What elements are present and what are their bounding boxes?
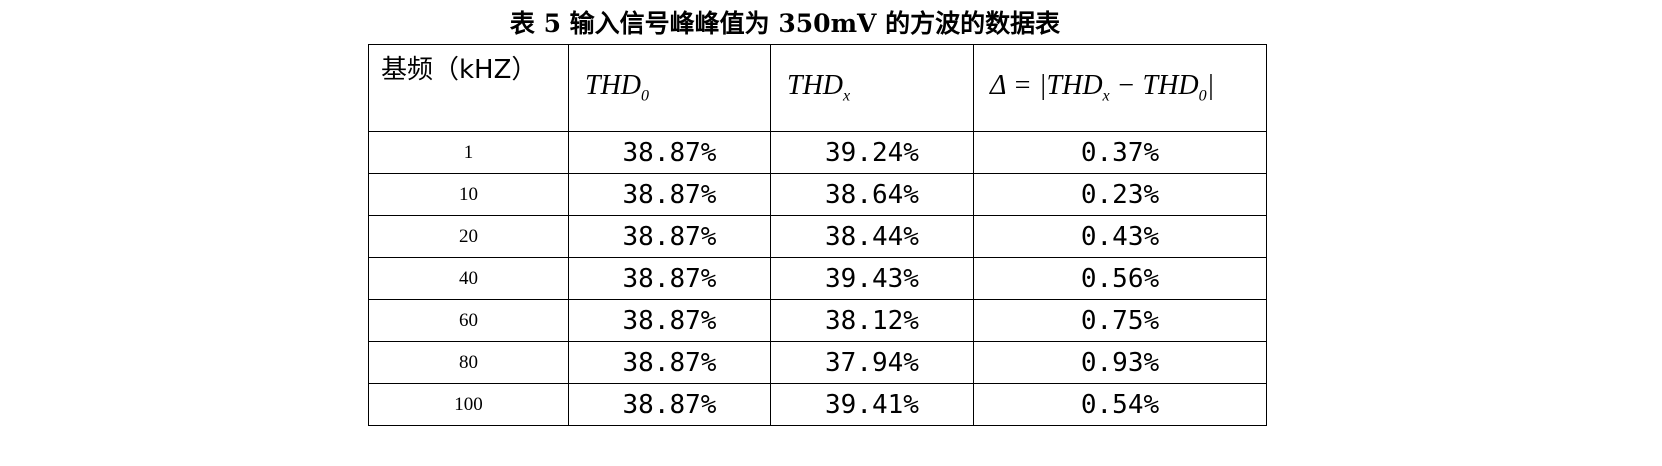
table-cell: 38.44% bbox=[770, 215, 974, 258]
table-cell: 38.87% bbox=[568, 383, 771, 426]
subscript: 0 bbox=[641, 87, 650, 105]
table-row: 1 38.87% 39.24% 0.37% bbox=[368, 131, 1267, 174]
table-cell: 0.43% bbox=[973, 215, 1267, 258]
subscript: 0 bbox=[1198, 87, 1207, 105]
table-title: 表 5 输入信号峰峰值为 350mV 的方波的数据表 bbox=[509, 9, 1061, 38]
header-text: Δ = |THD bbox=[990, 70, 1103, 102]
table-row: 60 38.87% 38.12% 0.75% bbox=[368, 299, 1267, 342]
table-cell: 0.75% bbox=[973, 299, 1267, 342]
data-table: 基频（kHZ） THD0 THDx Δ = |THDx − THD0| 1 38.87%… bbox=[368, 44, 1267, 426]
table-row: 40 38.87% 39.43% 0.56% bbox=[368, 257, 1267, 300]
table-cell: 38.87% bbox=[568, 131, 771, 174]
table-cell: 20 bbox=[368, 215, 569, 258]
subscript: x bbox=[843, 87, 851, 105]
table-cell: 38.87% bbox=[568, 173, 771, 216]
table-cell: 39.41% bbox=[770, 383, 974, 426]
table-row: 20 38.87% 38.44% 0.43% bbox=[368, 215, 1267, 258]
table-cell: 37.94% bbox=[770, 341, 974, 384]
header-cell: Δ = |THDx − THD0| bbox=[973, 44, 1267, 132]
table-cell: 1 bbox=[368, 131, 569, 174]
table-cell: 38.87% bbox=[568, 215, 771, 258]
table-cell: 38.87% bbox=[568, 341, 771, 384]
header-text: THD bbox=[787, 70, 844, 102]
table-cell: 38.87% bbox=[568, 257, 771, 300]
table-cell: 39.43% bbox=[770, 257, 974, 300]
table-cell: 60 bbox=[368, 299, 569, 342]
header-text: | bbox=[1206, 70, 1215, 102]
header-cell: THDx bbox=[770, 44, 974, 132]
table-cell: 100 bbox=[368, 383, 569, 426]
header-cell: THD0 bbox=[568, 44, 771, 132]
table-row: 80 38.87% 37.94% 0.93% bbox=[368, 341, 1267, 384]
header-cell: 基频（kHZ） bbox=[368, 44, 569, 132]
table-row: 100 38.87% 39.41% 0.54% bbox=[368, 383, 1267, 426]
table-cell: 0.56% bbox=[973, 257, 1267, 300]
table-body: 1 38.87% 39.24% 0.37% 10 38.87% 38.64% 0.23% 20 3… bbox=[368, 131, 1267, 426]
table-cell: 0.23% bbox=[973, 173, 1267, 216]
table-cell: 0.37% bbox=[973, 131, 1267, 174]
header-text: 基频（kHZ） bbox=[381, 55, 538, 85]
header-row: 基频（kHZ） THD0 THDx Δ = |THDx − THD0| bbox=[368, 44, 1267, 132]
table-cell: 38.12% bbox=[770, 299, 974, 342]
table-cell: 39.24% bbox=[770, 131, 974, 174]
table-cell: 10 bbox=[368, 173, 569, 216]
table-cell: 40 bbox=[368, 257, 569, 300]
subscript: x bbox=[1102, 87, 1110, 105]
header-text: THD bbox=[585, 70, 642, 102]
header-text: − THD bbox=[1109, 70, 1199, 102]
table-cell: 38.87% bbox=[568, 299, 771, 342]
table-cell: 80 bbox=[368, 341, 569, 384]
table-row: 10 38.87% 38.64% 0.23% bbox=[368, 173, 1267, 216]
table-cell: 0.54% bbox=[973, 383, 1267, 426]
table-cell: 38.64% bbox=[770, 173, 974, 216]
table-cell: 0.93% bbox=[973, 341, 1267, 384]
